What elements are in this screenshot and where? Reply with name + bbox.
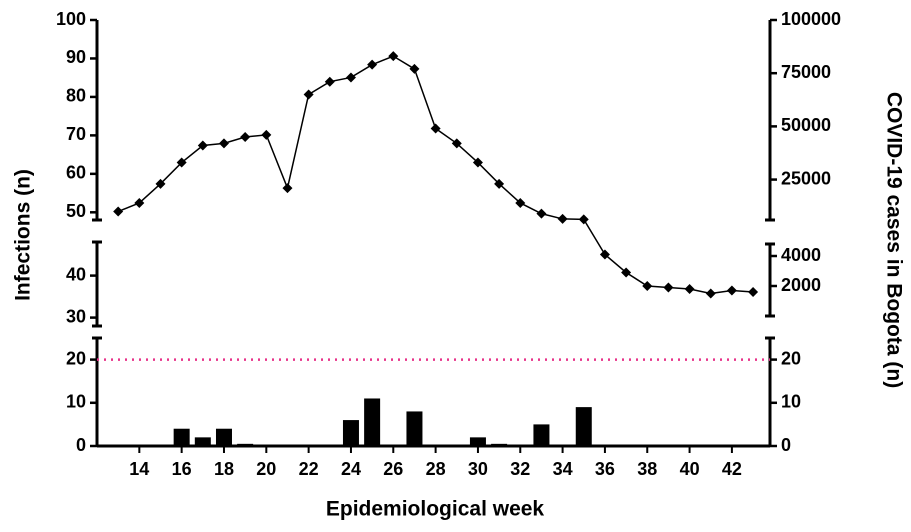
x-tick-label: 34 <box>553 459 573 479</box>
bar <box>237 443 254 446</box>
y2-axis-title: COVID-19 cases in Bogota (n) <box>882 92 905 388</box>
point <box>261 129 272 140</box>
x-tick-label: 14 <box>129 459 149 479</box>
y-tick-label: 20 <box>66 348 86 368</box>
point <box>621 267 632 278</box>
y-tick-label: 60 <box>66 163 86 183</box>
bar <box>533 424 550 446</box>
point <box>451 138 462 149</box>
y-tick-label: 30 <box>66 306 86 326</box>
y-tick-label: 0 <box>781 435 791 455</box>
y-tick-label: 4000 <box>781 245 821 265</box>
y-tick-label: 50000 <box>781 115 831 135</box>
y-tick-label: 0 <box>76 435 86 455</box>
y-tick-label: 40 <box>66 264 86 284</box>
x-axis-title: Epidemiological week <box>326 498 545 521</box>
point <box>557 213 568 224</box>
x-tick-label: 16 <box>172 459 192 479</box>
x-tick-label: 26 <box>383 459 403 479</box>
y-tick-label: 50 <box>66 201 86 221</box>
point <box>705 288 716 299</box>
point <box>197 140 208 151</box>
point <box>176 157 187 168</box>
point <box>515 197 526 208</box>
x-tick-label: 20 <box>256 459 276 479</box>
bar <box>469 437 486 446</box>
x-tick-label: 24 <box>341 459 361 479</box>
x-tick-label: 30 <box>468 459 488 479</box>
point <box>324 76 335 87</box>
point <box>472 157 483 168</box>
x-tick-label: 22 <box>299 459 319 479</box>
point <box>155 178 166 189</box>
y-tick-label: 10 <box>781 392 801 412</box>
point <box>388 51 399 62</box>
x-tick-label: 40 <box>680 459 700 479</box>
y-axis-title: Infections (n) <box>12 169 35 301</box>
bar <box>491 443 508 446</box>
y-tick-label: 20 <box>781 348 801 368</box>
bar <box>173 428 190 446</box>
x-tick-label: 36 <box>595 459 615 479</box>
point <box>578 214 589 225</box>
point <box>240 132 251 143</box>
bar <box>215 428 232 446</box>
point <box>726 285 737 296</box>
y-tick-label: 100 <box>56 9 86 29</box>
point <box>303 89 314 100</box>
point <box>536 208 547 219</box>
line <box>117 55 754 295</box>
x-tick-label: 28 <box>426 459 446 479</box>
point <box>430 123 441 134</box>
y-tick-label: 25000 <box>781 168 831 188</box>
point <box>642 281 653 291</box>
y-tick-label: 75000 <box>781 62 831 82</box>
point <box>218 138 229 149</box>
point <box>113 206 124 217</box>
x-tick-label: 18 <box>214 459 234 479</box>
y-tick-label: 90 <box>66 47 86 67</box>
bar <box>194 437 211 446</box>
x-tick-label: 38 <box>637 459 657 479</box>
point <box>748 287 759 297</box>
point <box>409 63 420 74</box>
x-tick-label: 32 <box>510 459 530 479</box>
y-tick-label: 10 <box>66 392 86 412</box>
y-tick-label: 70 <box>66 124 86 144</box>
point <box>494 178 505 189</box>
y-tick-label: 100000 <box>781 9 841 29</box>
point <box>282 183 293 194</box>
point <box>684 284 695 294</box>
y-tick-label: 2000 <box>781 275 821 295</box>
point <box>134 197 145 208</box>
bar <box>406 411 423 446</box>
bar <box>364 398 381 446</box>
x-tick-label: 42 <box>722 459 742 479</box>
point <box>663 282 674 293</box>
point <box>599 249 610 260</box>
bar <box>342 420 359 446</box>
bar <box>575 407 592 446</box>
point <box>367 59 378 70</box>
y-tick-label: 80 <box>66 86 86 106</box>
point <box>345 72 356 83</box>
